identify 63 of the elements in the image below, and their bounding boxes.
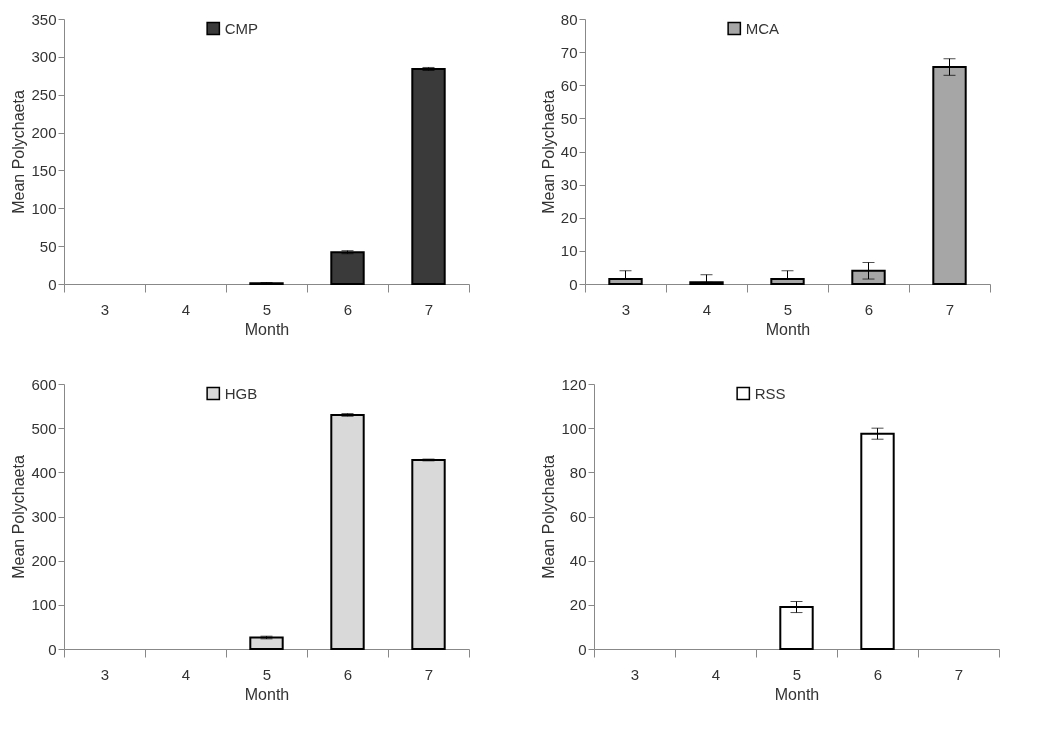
y-tick-label: 350 bbox=[31, 10, 57, 28]
x-tick-label: 3 bbox=[630, 665, 640, 683]
y-tick-label: 70 bbox=[560, 43, 578, 61]
y-tick-label: 20 bbox=[560, 209, 578, 227]
y-tick-label: 150 bbox=[31, 161, 57, 179]
x-axis-title: Month bbox=[244, 685, 290, 703]
y-axis-title: Mean Polychaeta bbox=[540, 455, 558, 579]
x-tick-label: 3 bbox=[621, 300, 631, 318]
x-tick-label: 6 bbox=[343, 300, 353, 318]
legend-label: CMP bbox=[224, 19, 259, 37]
legend-label: MCA bbox=[745, 19, 780, 37]
y-tick-label: 80 bbox=[569, 463, 587, 481]
x-tick-label: 4 bbox=[181, 300, 191, 318]
x-tick-label: 4 bbox=[711, 665, 721, 683]
y-tick-label: 0 bbox=[578, 640, 587, 658]
x-tick-label: 6 bbox=[343, 665, 353, 683]
y-tick-label: 0 bbox=[48, 640, 57, 658]
legend-label: HGB bbox=[224, 384, 258, 402]
x-tick-label: 5 bbox=[792, 665, 802, 683]
y-tick-label: 300 bbox=[31, 48, 57, 66]
y-tick-label: 0 bbox=[48, 275, 57, 293]
y-tick-label: 200 bbox=[31, 124, 57, 142]
x-tick-label: 3 bbox=[100, 300, 110, 318]
y-tick-label: 60 bbox=[569, 508, 587, 525]
y-tick-label: 250 bbox=[31, 86, 57, 104]
x-tick-label: 5 bbox=[262, 300, 272, 318]
y-tick-label: 400 bbox=[31, 463, 57, 481]
x-tick-label: 3 bbox=[100, 665, 110, 683]
legend-label: RSS bbox=[754, 384, 786, 402]
y-tick-label: 100 bbox=[31, 199, 57, 217]
y-tick-label: 50 bbox=[560, 109, 578, 127]
x-tick-label: 6 bbox=[873, 665, 883, 683]
y-tick-label: 100 bbox=[31, 596, 57, 614]
y-tick-label: 0 bbox=[569, 275, 578, 293]
x-tick-label: 7 bbox=[954, 665, 964, 683]
x-tick-label: 5 bbox=[262, 665, 272, 683]
x-axis-title: Month bbox=[244, 320, 290, 338]
y-tick-label: 40 bbox=[560, 143, 578, 160]
y-tick-label: 80 bbox=[560, 10, 578, 28]
x-tick-label: 6 bbox=[864, 300, 874, 318]
y-tick-label: 30 bbox=[560, 176, 578, 194]
y-axis-title: Mean Polychaeta bbox=[10, 90, 28, 214]
x-tick-label: 4 bbox=[181, 665, 191, 683]
y-axis-title: Mean Polychaeta bbox=[10, 455, 28, 579]
y-tick-label: 120 bbox=[561, 375, 587, 393]
y-tick-label: 600 bbox=[31, 375, 57, 393]
y-tick-label: 50 bbox=[39, 237, 57, 255]
x-tick-label: 4 bbox=[702, 300, 712, 318]
x-axis-title: Month bbox=[765, 320, 811, 338]
y-tick-label: 200 bbox=[31, 552, 57, 570]
x-axis-title: Month bbox=[774, 685, 820, 703]
y-tick-label: 500 bbox=[31, 419, 57, 437]
y-axis-title: Mean Polychaeta bbox=[539, 90, 557, 214]
y-tick-label: 60 bbox=[560, 76, 578, 94]
y-tick-label: 20 bbox=[569, 596, 587, 614]
y-tick-label: 40 bbox=[569, 552, 587, 570]
x-tick-label: 7 bbox=[424, 665, 434, 683]
x-tick-label: 7 bbox=[424, 300, 434, 318]
y-tick-label: 300 bbox=[31, 508, 57, 525]
y-tick-label: 100 bbox=[561, 419, 587, 437]
y-tick-label: 10 bbox=[560, 242, 578, 260]
x-tick-label: 7 bbox=[945, 300, 955, 318]
x-tick-label: 5 bbox=[783, 300, 793, 318]
